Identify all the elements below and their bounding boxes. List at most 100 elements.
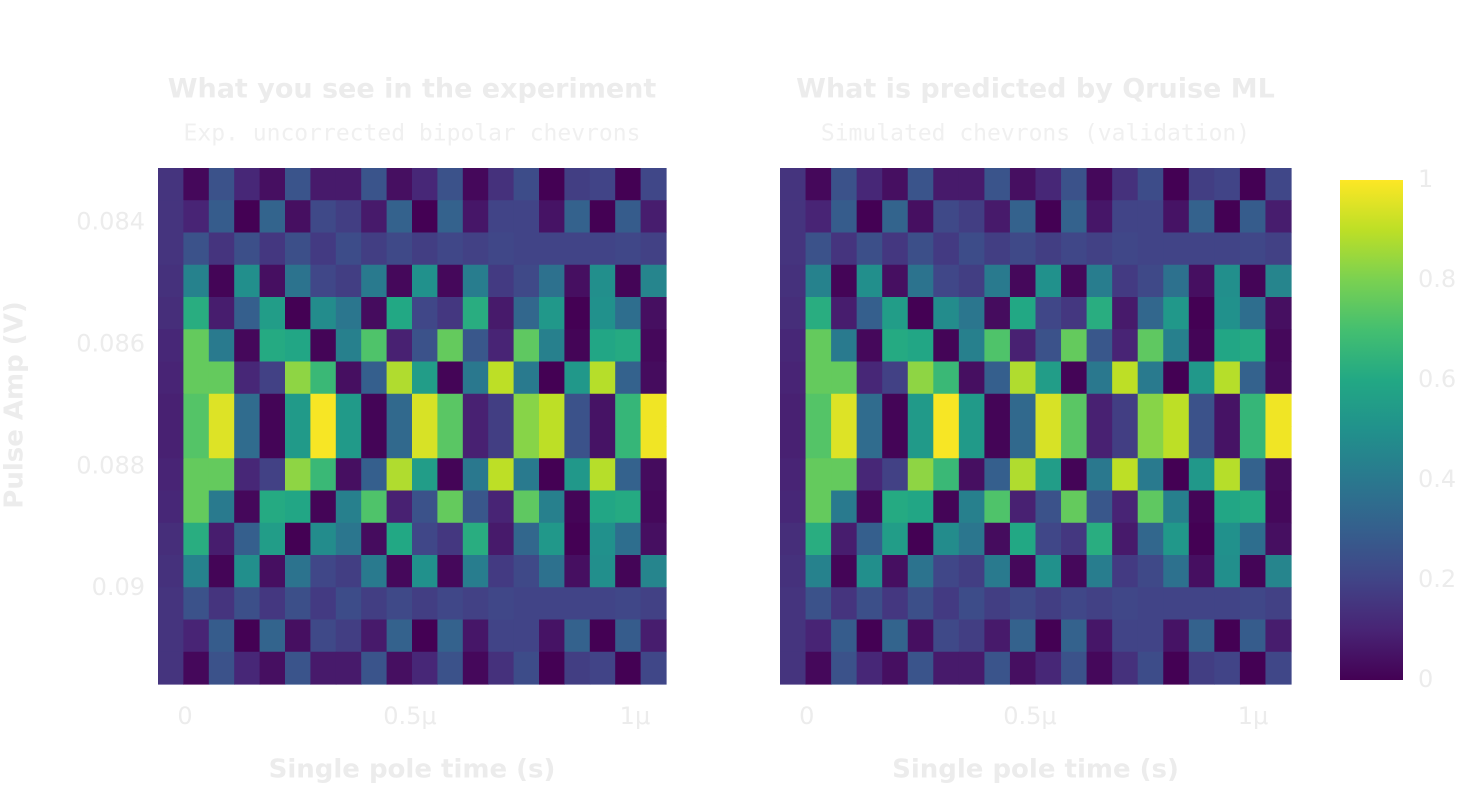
heatmap-cell — [615, 587, 642, 621]
heatmap-cell — [1188, 587, 1215, 621]
heatmap-cell — [780, 200, 807, 234]
heatmap-cell — [564, 361, 591, 395]
heatmap-cell — [335, 619, 362, 653]
heatmap-cell — [310, 458, 337, 492]
heatmap-cell — [462, 232, 489, 266]
heatmap-cell — [158, 651, 184, 685]
heatmap-cell — [183, 361, 210, 395]
heatmap-cell — [183, 587, 210, 621]
heatmap-cell — [907, 490, 934, 524]
heatmap-cell — [1061, 651, 1088, 685]
heatmap-cell — [615, 490, 642, 524]
heatmap-cell — [259, 651, 286, 685]
heatmap-cell — [640, 329, 667, 363]
heatmap-cell — [183, 651, 210, 685]
heatmap-cell — [1009, 490, 1037, 524]
heatmap-cell — [1061, 329, 1088, 363]
heatmap-cell — [1163, 393, 1190, 427]
heatmap-cell — [462, 522, 489, 556]
heatmap-cell — [984, 651, 1011, 685]
heatmap-cell — [513, 168, 540, 201]
heatmap-cell — [1137, 168, 1164, 201]
heatmap-cell — [615, 361, 642, 395]
heatmap-cell — [437, 490, 464, 524]
heatmap-cell — [1112, 522, 1139, 556]
heatmap-cell — [208, 393, 235, 427]
heatmap-cell — [488, 587, 515, 621]
heatmap-cell — [856, 587, 883, 621]
heatmap-cell — [831, 168, 858, 201]
heatmap-cell — [513, 458, 540, 492]
x-axis-label: Single pole time (s) — [269, 755, 556, 785]
heatmap-cell — [462, 264, 489, 298]
heatmap-cell — [1163, 264, 1190, 298]
heatmap-cell — [780, 619, 807, 653]
heatmap-cell — [437, 297, 464, 330]
heatmap-cell — [640, 200, 667, 234]
heatmap-cell — [285, 297, 311, 330]
heatmap-cell — [831, 458, 858, 492]
heatmap-cell — [856, 522, 883, 556]
heatmap-cell — [361, 232, 388, 266]
heatmap-cell — [1061, 619, 1088, 653]
heatmap-cell — [882, 361, 909, 395]
heatmap-cell — [285, 361, 311, 395]
heatmap-cell — [1009, 426, 1037, 459]
heatmap-cell — [856, 393, 883, 427]
heatmap-cell — [589, 361, 616, 395]
heatmap-cell — [1061, 232, 1088, 266]
heatmap-cell — [234, 264, 261, 298]
heatmap-cell — [1188, 651, 1215, 685]
heatmap-cell — [640, 361, 667, 395]
heatmap-cell — [412, 361, 438, 395]
heatmap-cell — [805, 200, 832, 234]
heatmap-cell — [1265, 393, 1292, 427]
heatmap-cell — [1239, 619, 1267, 653]
heatmap-cell — [1265, 426, 1292, 459]
heatmap-cell — [1035, 490, 1062, 524]
heatmap-cell — [907, 651, 934, 685]
heatmap-cell — [335, 555, 362, 588]
y-tick-label: 0.084 — [76, 207, 145, 235]
heatmap-cell — [488, 490, 515, 524]
heatmap-cell — [1163, 555, 1190, 588]
heatmap-cell — [1061, 426, 1088, 459]
heatmap-cell — [1188, 522, 1215, 556]
heatmap-cell — [310, 200, 337, 234]
heatmap-cell — [1112, 619, 1139, 653]
heatmap-cell — [1163, 168, 1190, 201]
chart-title: What you see in the experiment — [168, 74, 657, 105]
heatmap-cell — [856, 264, 883, 298]
heatmap-cell — [1061, 168, 1088, 201]
heatmap-cell — [462, 458, 489, 492]
heatmap-cell — [1086, 329, 1113, 363]
heatmap-cell — [1061, 490, 1088, 524]
heatmap-cell — [615, 522, 642, 556]
heatmap-cell — [564, 458, 591, 492]
heatmap-cell — [1188, 490, 1215, 524]
heatmap-cell — [488, 297, 515, 330]
heatmap-cell — [462, 651, 489, 685]
heatmap-cell — [361, 361, 388, 395]
heatmap-cell — [615, 555, 642, 588]
heatmap-cell — [462, 555, 489, 588]
heatmap-cell — [335, 587, 362, 621]
heatmap-cell — [640, 490, 667, 524]
heatmap-cell — [335, 264, 362, 298]
heatmap-cell — [564, 651, 591, 685]
heatmap-cell — [539, 393, 565, 427]
heatmap-cell — [1214, 458, 1241, 492]
heatmap-cell — [183, 426, 210, 459]
heatmap-cell — [208, 651, 235, 685]
heatmap-cell — [1239, 329, 1267, 363]
heatmap-cell — [208, 522, 235, 556]
heatmap-cell — [831, 200, 858, 234]
heatmap-cell — [335, 651, 362, 685]
heatmap-cell — [933, 490, 960, 524]
heatmap-cell — [183, 264, 210, 298]
heatmap-cell — [1137, 426, 1164, 459]
heatmap-cell — [386, 232, 413, 266]
heatmap-cell — [1265, 232, 1292, 266]
heatmap-cell — [158, 232, 184, 266]
heatmap-cell — [958, 393, 985, 427]
